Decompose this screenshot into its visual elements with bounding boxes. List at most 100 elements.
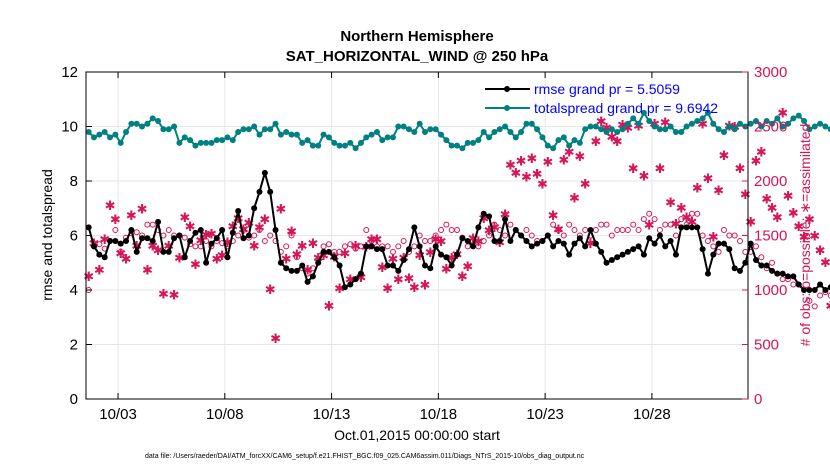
- totalspread-point: [288, 131, 295, 138]
- y-right-tick-label: 1500: [754, 228, 787, 245]
- obs-assimilated-marker: ✱: [446, 250, 457, 265]
- rmse-point: [785, 273, 792, 280]
- obs-assimilated-marker: ✱: [745, 214, 756, 229]
- obs-possible-marker: [256, 227, 263, 234]
- obs-possible-marker: [704, 237, 711, 244]
- rmse-point: [400, 257, 407, 264]
- obs-assimilated-marker: ✱: [590, 134, 601, 149]
- totalspread-point: [405, 126, 412, 133]
- y-axis-left-label: rmse and totalspread: [39, 169, 55, 301]
- obs-assimilated-marker: ✱: [500, 207, 511, 222]
- rmse-point: [592, 240, 599, 247]
- obs-assimilated-marker: ✱: [318, 248, 329, 263]
- rmse-point: [261, 169, 268, 176]
- rmse-point: [688, 224, 695, 231]
- rmse-point: [107, 237, 114, 244]
- rmse-point: [304, 278, 311, 285]
- totalspread-point: [785, 120, 792, 127]
- totalspread-point: [438, 131, 445, 138]
- obs-assimilated-marker: ✱: [783, 188, 794, 203]
- rmse-point: [811, 287, 818, 293]
- obs-assimilated-marker: ✱: [820, 255, 830, 270]
- totalspread-point: [368, 131, 375, 138]
- obs-assimilated-marker: ✱: [569, 190, 580, 205]
- obs-possible-marker: [608, 232, 615, 239]
- totalspread-point: [726, 123, 733, 130]
- obs-assimilated-marker: ✱: [430, 232, 441, 247]
- obs-assimilated-marker: ✱: [153, 243, 164, 258]
- totalspread-point: [683, 123, 690, 130]
- rmse-point: [85, 224, 92, 231]
- obs-possible-marker: [203, 237, 210, 244]
- y-left-tick-label: 10: [61, 119, 78, 136]
- rmse-point: [192, 229, 199, 236]
- obs-assimilated-marker: ✱: [665, 195, 676, 210]
- totalspread-point: [640, 109, 647, 116]
- totalspread-point: [149, 115, 156, 122]
- obs-assimilated-marker: ✱: [265, 282, 276, 297]
- obs-possible-marker: [427, 237, 434, 244]
- rmse-point: [550, 243, 557, 250]
- rmse-point: [587, 227, 594, 234]
- obs-assimilated-marker: ✱: [825, 298, 830, 313]
- rmse-point: [128, 227, 135, 234]
- totalspread-point: [614, 128, 621, 135]
- totalspread-point: [171, 123, 178, 130]
- obs-assimilated-marker: ✱: [681, 210, 692, 225]
- rmse-point: [790, 273, 797, 280]
- obs-assimilated-marker: ✱: [505, 158, 516, 173]
- totalspread-point: [720, 128, 727, 135]
- obs-assimilated-marker: ✱: [121, 251, 132, 266]
- totalspread-point: [347, 139, 354, 146]
- totalspread-point: [630, 115, 637, 122]
- obs-possible-marker: [486, 232, 493, 239]
- totalspread-point: [747, 120, 754, 127]
- rmse-point: [224, 254, 231, 261]
- totalspread-point: [411, 128, 418, 135]
- obs-possible-marker: [592, 227, 599, 234]
- obs-possible-marker: [603, 221, 610, 228]
- y-left-tick-label: 12: [61, 64, 78, 81]
- obs-possible-marker: [598, 221, 605, 228]
- rmse-point: [742, 259, 749, 266]
- rmse-point: [715, 240, 722, 247]
- obs-assimilated-marker: ✱: [628, 161, 639, 176]
- obs-assimilated-marker: ✱: [313, 250, 324, 265]
- rmse-point: [165, 248, 172, 255]
- obs-assimilated-marker: ✱: [638, 169, 649, 184]
- totalspread-point: [272, 120, 279, 127]
- rmse-point: [619, 251, 626, 258]
- totalspread-point: [373, 128, 380, 135]
- totalspread-point: [454, 142, 461, 149]
- rmse-point: [699, 246, 706, 253]
- obs-assimilated-series: ✱ ✱✱✱✱✱✱✱✱✱✱✱✱✱✱✱✱✱✱✱✱✱✱✱✱✱✱✱✱✱✱✱✱✱✱✱✱✱✱✱…: [83, 105, 830, 346]
- rmse-point: [336, 262, 343, 269]
- totalspread-point: [731, 126, 738, 133]
- obs-assimilated-marker: ✱: [147, 238, 158, 253]
- rmse-series: [85, 169, 830, 293]
- obs-possible-marker: [790, 281, 797, 288]
- obs-possible-marker: [288, 232, 295, 239]
- obs-possible-marker: [293, 254, 300, 261]
- obs-assimilated-marker: ✱: [201, 228, 212, 243]
- totalspread-point: [704, 109, 711, 116]
- totalspread-point: [293, 131, 300, 138]
- totalspread-point: [758, 123, 765, 130]
- rmse-point: [704, 270, 711, 277]
- obs-assimilated-marker: ✱: [532, 166, 543, 181]
- rmse-point: [806, 287, 813, 293]
- totalspread-point: [576, 139, 583, 146]
- rmse-point: [213, 235, 220, 242]
- x-axis-ticks: 10/03 10/08 10/13 10/18 10/23 10/28: [99, 72, 671, 423]
- obs-assimilated-marker: ✱: [126, 208, 137, 223]
- legend: rmse grand pr = 5.5059 totalspread grand…: [485, 81, 718, 116]
- obs-possible-marker: [555, 227, 562, 234]
- rmse-point: [528, 243, 535, 250]
- obs-assimilated-marker: ✱: [420, 278, 431, 293]
- x-axis-label: Oct.01,2015 00:00:00 start: [334, 427, 500, 443]
- rmse-point: [139, 235, 146, 242]
- obs-possible-marker: [710, 243, 717, 250]
- totalspread-point: [528, 120, 535, 127]
- y-right-tick-label: 500: [754, 337, 779, 354]
- rmse-point: [454, 251, 461, 258]
